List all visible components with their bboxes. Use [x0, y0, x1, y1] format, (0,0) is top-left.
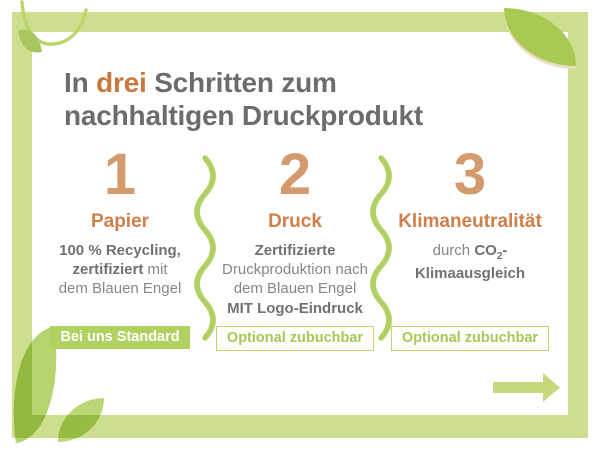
step-2-number: 2: [278, 142, 312, 207]
step-3-heading: Klimaneutralität: [398, 211, 542, 232]
step-2-badge: Optional zubuchbar: [215, 326, 375, 351]
step-2: 2 Druck Zertifizierte Druckproduktion na…: [208, 146, 382, 318]
step-3-number: 3: [453, 142, 487, 207]
wave-divider-icon: [370, 155, 392, 341]
step-3: 3 Klimaneutralität durch CO2- Klimaausgl…: [383, 146, 557, 283]
step-1: 1 Papier 100 % Recycling, zertifiziert m…: [44, 146, 196, 299]
step-1-number: 1: [103, 142, 137, 207]
step-1-description: 100 % Recycling, zertifiziert mit dem Bl…: [58, 242, 182, 298]
step-1-heading: Papier: [90, 211, 150, 232]
step-3-badge-row: Optional zubuchbar: [383, 326, 557, 351]
wave-divider-icon: [194, 155, 216, 341]
step-3-description: durch CO2- Klimaausgleich: [414, 242, 526, 282]
page-title: In drei Schritten zum nachhaltigen Druck…: [64, 67, 424, 132]
vine-top-left-icon: [18, 0, 88, 53]
step-1-badge-row: Bei uns Standard: [44, 326, 196, 349]
title-highlight: drei: [96, 67, 147, 98]
step-3-badge: Optional zubuchbar: [390, 326, 550, 351]
step-1-badge: Bei uns Standard: [50, 326, 190, 349]
step-2-badge-row: Optional zubuchbar: [208, 326, 382, 351]
step-2-heading: Druck: [268, 211, 322, 232]
step-2-description: Zertifizierte Druckproduktion nach dem B…: [222, 242, 368, 317]
arrow-right-icon[interactable]: [490, 368, 564, 406]
content-card: [32, 32, 568, 415]
title-line2: nachhaltigen Druckprodukt: [64, 100, 424, 132]
